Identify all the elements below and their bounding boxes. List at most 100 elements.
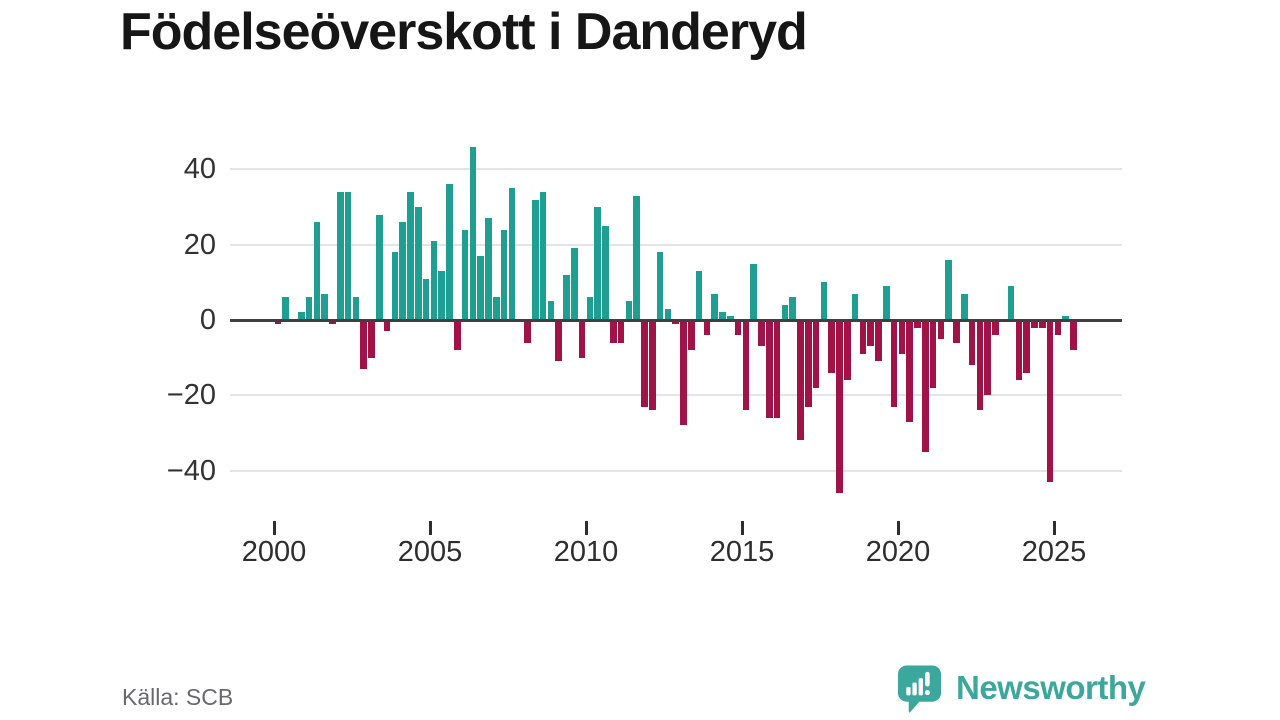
bar-2003-q4 <box>391 252 399 320</box>
bar-2023-q3 <box>1007 286 1015 320</box>
gridline-−40 <box>230 469 1122 472</box>
gridline-40 <box>230 168 1122 171</box>
bar-2005-q4 <box>454 320 461 351</box>
bar-2006-q2 <box>469 146 477 320</box>
bar-2007-q3 <box>508 188 516 320</box>
bar-2022-q4 <box>984 320 991 396</box>
bar-2018-q3 <box>851 293 859 320</box>
bar-2008-q3 <box>539 191 547 320</box>
bar-2005-q3 <box>446 184 453 320</box>
bar-2014-q4 <box>734 320 742 336</box>
bar-2019-q4 <box>890 320 898 407</box>
bar-2008-q4 <box>547 301 555 320</box>
bar-2021-q3 <box>945 259 952 320</box>
bar-2017-q1 <box>805 320 812 407</box>
bar-2008-q1 <box>524 320 531 343</box>
bar-2001-q3 <box>321 293 328 320</box>
bar-2000-q1 <box>274 320 282 324</box>
bar-2022-q3 <box>976 320 984 411</box>
bar-2007-q2 <box>500 229 508 320</box>
bar-2015-q4 <box>766 320 773 418</box>
bar-2018-q2 <box>844 320 851 381</box>
bar-2018-q4 <box>859 320 867 354</box>
newsworthy-speech-bubble-chart-icon <box>897 665 942 713</box>
bar-2010-q1 <box>586 297 594 320</box>
bar-2006-q4 <box>485 218 492 320</box>
bar-2017-q4 <box>828 320 835 373</box>
bar-2025-q1 <box>1054 320 1062 336</box>
bar-2022-q2 <box>968 320 976 366</box>
bar-2001-q4 <box>329 320 336 324</box>
bar-2003-q2 <box>376 214 383 320</box>
exclamation-dot-glyph <box>924 690 930 696</box>
y-tick-label-40: 40 <box>183 153 216 186</box>
exclamation-stem-glyph <box>925 671 930 687</box>
bar-2011-q4 <box>641 320 648 407</box>
bar-2017-q3 <box>820 282 828 320</box>
bar-2016-q3 <box>789 297 796 320</box>
bar-2003-q1 <box>368 320 375 358</box>
bar-2001-q1 <box>305 297 313 320</box>
bar-2019-q2 <box>875 320 882 362</box>
bar-2024-q4 <box>1046 320 1054 482</box>
bar-2025-q3 <box>1070 320 1077 351</box>
zero-axis-line <box>230 318 1122 322</box>
bar-2017-q2 <box>812 320 820 388</box>
x-tick-label-2020: 2020 <box>865 536 931 568</box>
bar-2024-q1 <box>1023 320 1030 373</box>
x-tick-2010 <box>584 521 588 535</box>
bar-2024-q2 <box>1031 320 1038 328</box>
bar-2001-q2 <box>313 222 321 320</box>
bar-2016-q4 <box>797 320 804 441</box>
bar-glyph-medium <box>912 682 917 696</box>
bar-2020-q4 <box>922 320 929 452</box>
bar-2023-q1 <box>992 320 999 336</box>
bar-2019-q3 <box>883 286 890 320</box>
bar-2013-q1 <box>680 320 687 426</box>
bar-2021-q1 <box>929 320 937 388</box>
gridline-20 <box>230 243 1122 246</box>
bar-2006-q1 <box>461 229 469 320</box>
bar-2010-q2 <box>594 207 601 320</box>
bar-2011-q2 <box>625 301 633 320</box>
bar-2012-q2 <box>656 252 664 320</box>
bar-2020-q2 <box>906 320 913 422</box>
bar-2014-q3 <box>727 316 734 320</box>
bar-2003-q3 <box>383 320 391 332</box>
y-tick-label-0: 0 <box>199 304 216 336</box>
x-tick-2025 <box>1052 521 1056 535</box>
chart-title: Födelseöverskott i Danderyd <box>120 3 808 61</box>
bar-2015-q2 <box>750 263 757 320</box>
bar-2018-q1 <box>836 320 843 494</box>
bar-2004-q4 <box>422 278 430 320</box>
source-note: Källa: SCB <box>122 684 234 710</box>
newsworthy-logo: Newsworthy <box>896 663 1146 713</box>
bar-2006-q3 <box>477 255 484 320</box>
bar-2016-q2 <box>781 304 789 320</box>
x-tick-label-2005: 2005 <box>397 536 463 568</box>
bar-2011-q1 <box>617 320 625 343</box>
bar-2013-q3 <box>695 271 703 320</box>
bar-2002-q3 <box>352 297 360 320</box>
bar-2004-q2 <box>407 191 414 320</box>
y-tick-label-−20: −20 <box>166 379 216 412</box>
bar-2013-q2 <box>688 320 695 351</box>
x-tick-label-2010: 2010 <box>553 536 619 568</box>
bar-2015-q1 <box>742 320 750 411</box>
x-tick-2015 <box>740 521 744 535</box>
bar-2010-q3 <box>602 225 609 320</box>
x-tick-2005 <box>428 521 432 535</box>
x-tick-2020 <box>896 521 900 535</box>
bar-2009-q3 <box>571 248 578 320</box>
bar-2014-q2 <box>719 312 726 320</box>
bar-2010-q4 <box>610 320 617 343</box>
bar-2004-q3 <box>415 207 422 320</box>
bar-glyph-small <box>906 687 911 696</box>
x-tick-label-2000: 2000 <box>241 536 307 568</box>
bar-2013-q4 <box>703 320 711 336</box>
bar-2021-q2 <box>937 320 945 339</box>
bar-2007-q1 <box>493 297 500 320</box>
x-tick-2000 <box>272 521 276 535</box>
bar-2021-q4 <box>953 320 960 343</box>
